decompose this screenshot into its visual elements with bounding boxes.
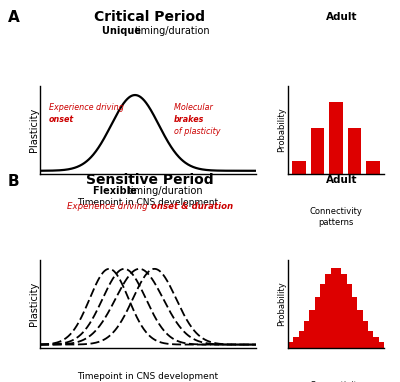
- Text: Connectivity
patterns: Connectivity patterns: [310, 381, 362, 382]
- Bar: [293, 337, 299, 348]
- Text: Sensitive Period: Sensitive Period: [86, 173, 214, 186]
- Bar: [299, 330, 304, 348]
- Y-axis label: Plasticity: Plasticity: [29, 108, 39, 152]
- Text: Adult: Adult: [326, 12, 358, 22]
- Text: Connectivity
patterns: Connectivity patterns: [310, 207, 362, 227]
- Bar: [309, 309, 315, 348]
- Bar: [341, 274, 347, 348]
- Y-axis label: Probability: Probability: [278, 107, 287, 152]
- Text: brakes: brakes: [174, 115, 204, 124]
- Text: Flexible: Flexible: [93, 186, 140, 196]
- Bar: [368, 330, 373, 348]
- Bar: [331, 269, 336, 348]
- Text: Molecular: Molecular: [174, 102, 215, 112]
- Bar: [288, 342, 293, 348]
- Bar: [373, 337, 379, 348]
- Text: A: A: [8, 10, 20, 24]
- Bar: [329, 102, 343, 174]
- Bar: [348, 128, 361, 174]
- Bar: [320, 284, 325, 348]
- Y-axis label: Probability: Probability: [278, 281, 287, 326]
- Bar: [379, 342, 384, 348]
- Bar: [352, 296, 357, 348]
- Text: timing/duration: timing/duration: [128, 186, 203, 196]
- Bar: [347, 284, 352, 348]
- Text: timing/duration: timing/duration: [134, 26, 210, 36]
- Text: Experience driving: Experience driving: [49, 102, 126, 112]
- Text: Unique: Unique: [102, 26, 145, 36]
- Text: Critical Period: Critical Period: [94, 10, 206, 24]
- Bar: [363, 321, 368, 348]
- Bar: [336, 269, 341, 348]
- Text: Timepoint in CNS development: Timepoint in CNS development: [78, 372, 218, 381]
- Bar: [311, 128, 324, 174]
- Text: Adult: Adult: [326, 175, 358, 185]
- Bar: [292, 160, 306, 174]
- Text: Timepoint in CNS development: Timepoint in CNS development: [78, 198, 218, 207]
- Text: of plasticity: of plasticity: [174, 127, 220, 136]
- Bar: [357, 309, 363, 348]
- Y-axis label: Plasticity: Plasticity: [29, 282, 39, 326]
- Bar: [366, 160, 380, 174]
- Text: Experience driving: Experience driving: [67, 202, 150, 211]
- Bar: [304, 321, 309, 348]
- Text: onset: onset: [49, 115, 74, 124]
- Bar: [315, 296, 320, 348]
- Text: B: B: [8, 174, 20, 189]
- Text: onset & duration: onset & duration: [151, 202, 233, 211]
- Bar: [325, 274, 331, 348]
